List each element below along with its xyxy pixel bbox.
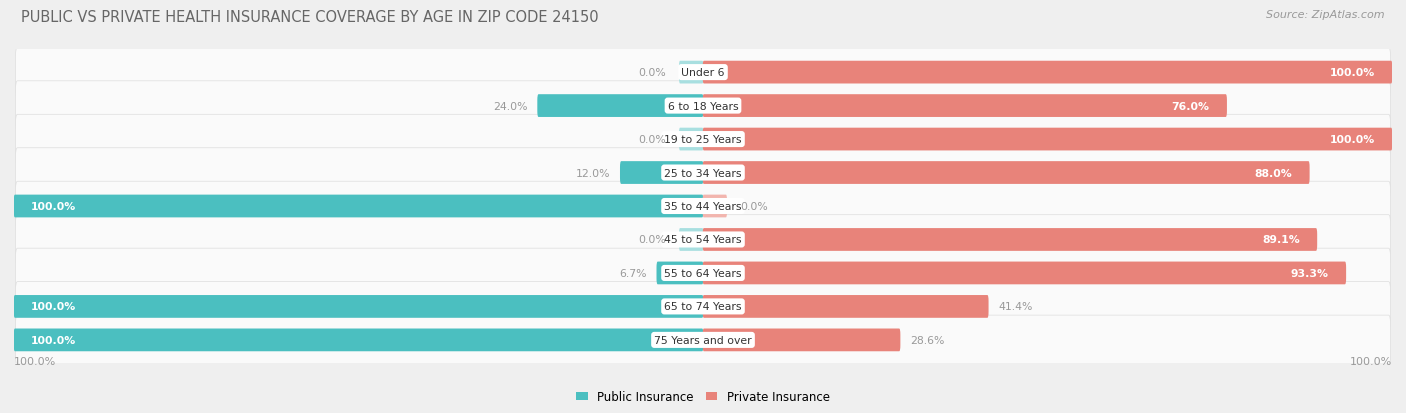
Text: 100.0%: 100.0% [14,356,56,366]
Text: 28.6%: 28.6% [910,335,945,345]
FancyBboxPatch shape [703,95,1227,118]
FancyBboxPatch shape [15,316,1391,365]
Text: 100.0%: 100.0% [31,335,76,345]
Text: 19 to 25 Years: 19 to 25 Years [664,135,742,145]
Text: 76.0%: 76.0% [1171,101,1209,112]
Text: Source: ZipAtlas.com: Source: ZipAtlas.com [1267,10,1385,20]
FancyBboxPatch shape [703,295,988,318]
FancyBboxPatch shape [15,249,1391,298]
Text: 100.0%: 100.0% [1350,356,1392,366]
FancyBboxPatch shape [15,182,1391,231]
FancyBboxPatch shape [703,162,1309,185]
FancyBboxPatch shape [537,95,703,118]
Text: Under 6: Under 6 [682,68,724,78]
Text: 45 to 54 Years: 45 to 54 Years [664,235,742,245]
FancyBboxPatch shape [14,195,703,218]
FancyBboxPatch shape [679,128,703,151]
Text: 55 to 64 Years: 55 to 64 Years [664,268,742,278]
Text: 24.0%: 24.0% [494,101,527,112]
FancyBboxPatch shape [657,262,703,285]
Text: 100.0%: 100.0% [31,202,76,211]
Text: 0.0%: 0.0% [638,135,666,145]
Text: 6.7%: 6.7% [619,268,647,278]
Text: 12.0%: 12.0% [575,168,610,178]
Legend: Public Insurance, Private Insurance: Public Insurance, Private Insurance [571,385,835,408]
Text: 65 to 74 Years: 65 to 74 Years [664,301,742,312]
Text: 100.0%: 100.0% [1330,135,1375,145]
FancyBboxPatch shape [14,329,703,351]
FancyBboxPatch shape [703,128,1392,151]
Text: 0.0%: 0.0% [638,68,666,78]
FancyBboxPatch shape [15,115,1391,164]
Text: 93.3%: 93.3% [1291,268,1329,278]
Text: 100.0%: 100.0% [1330,68,1375,78]
FancyBboxPatch shape [14,295,703,318]
FancyBboxPatch shape [703,329,900,351]
FancyBboxPatch shape [679,228,703,251]
FancyBboxPatch shape [15,282,1391,331]
FancyBboxPatch shape [620,162,703,185]
FancyBboxPatch shape [703,195,727,218]
FancyBboxPatch shape [703,228,1317,251]
Text: 0.0%: 0.0% [740,202,768,211]
Text: 75 Years and over: 75 Years and over [654,335,752,345]
FancyBboxPatch shape [703,262,1346,285]
FancyBboxPatch shape [15,82,1391,131]
Text: 89.1%: 89.1% [1263,235,1301,245]
Text: 25 to 34 Years: 25 to 34 Years [664,168,742,178]
Text: 6 to 18 Years: 6 to 18 Years [668,101,738,112]
FancyBboxPatch shape [679,62,703,84]
Text: 35 to 44 Years: 35 to 44 Years [664,202,742,211]
FancyBboxPatch shape [703,62,1392,84]
FancyBboxPatch shape [15,48,1391,97]
FancyBboxPatch shape [15,215,1391,265]
Text: 88.0%: 88.0% [1254,168,1292,178]
Text: 0.0%: 0.0% [638,235,666,245]
Text: PUBLIC VS PRIVATE HEALTH INSURANCE COVERAGE BY AGE IN ZIP CODE 24150: PUBLIC VS PRIVATE HEALTH INSURANCE COVER… [21,10,599,25]
Text: 100.0%: 100.0% [31,301,76,312]
Text: 41.4%: 41.4% [998,301,1033,312]
FancyBboxPatch shape [15,148,1391,198]
